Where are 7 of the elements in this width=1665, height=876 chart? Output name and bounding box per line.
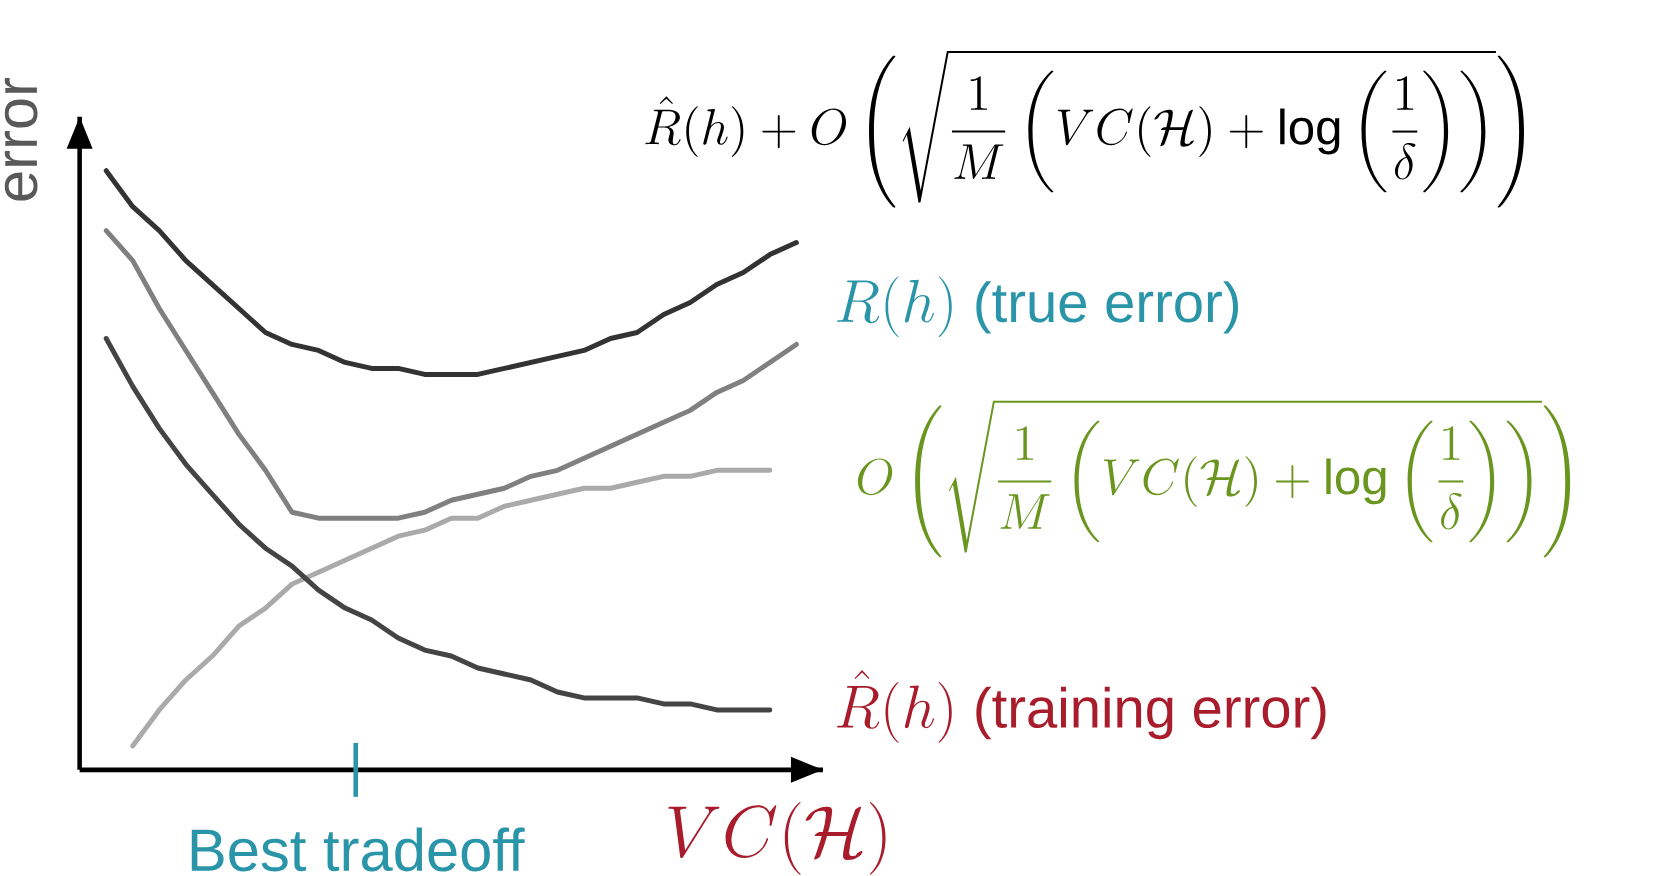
- series-label: $R(h)\ \text{(true error)}$: [837, 276, 1239, 338]
- y-axis-title: error: [4, 77, 38, 201]
- text: $\hat{R}(h) + O\left(\sqrt{\frac{1}{M}\left(VC(\mathcal{H}) + \log\left(\frac{1}{\delta}\right)\right)}\right)$: [645, 50, 1525, 208]
- text: Best tradeoff: [191, 827, 525, 872]
- series-label: $\hat{R}(h)\ \text{(training error)}$: [837, 670, 1326, 743]
- x-axis-title: $VC(\mathcal{H})$: [668, 801, 886, 875]
- text: $O\left(\sqrt{\frac{1}{M}\left(VC(\mathcal{H}) + \log\left(\frac{1}{\delta}\right)\right)}\right)$: [857, 400, 1571, 558]
